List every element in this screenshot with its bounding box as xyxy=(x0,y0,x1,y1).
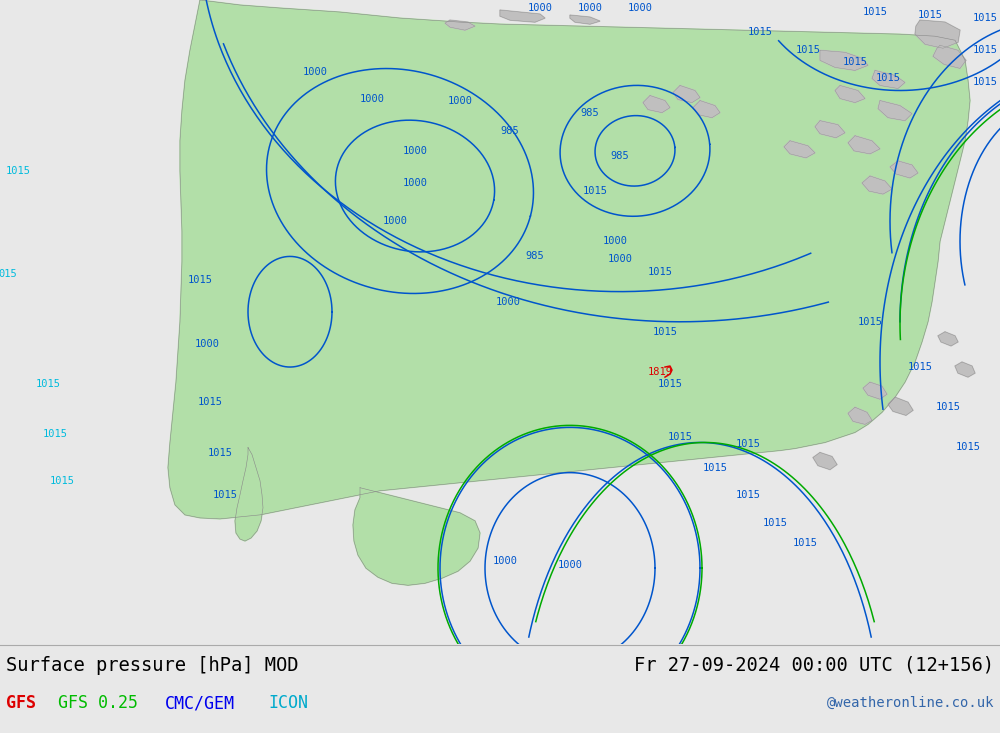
Text: 985: 985 xyxy=(501,126,519,136)
Polygon shape xyxy=(862,176,892,194)
Text: 1015: 1015 xyxy=(936,402,960,412)
Text: 1000: 1000 xyxy=(578,3,602,13)
Polygon shape xyxy=(888,397,913,416)
Text: 1015: 1015 xyxy=(763,518,788,528)
Text: 015: 015 xyxy=(0,268,17,279)
Text: 1015: 1015 xyxy=(736,490,761,500)
Polygon shape xyxy=(815,121,845,138)
Text: 1000: 1000 xyxy=(302,67,328,78)
Text: 1015: 1015 xyxy=(188,275,212,284)
Text: CMC/GEM: CMC/GEM xyxy=(165,694,235,712)
Polygon shape xyxy=(673,86,700,103)
Text: 1000: 1000 xyxy=(602,236,628,246)
Text: 1015: 1015 xyxy=(972,78,998,87)
Text: 1000: 1000 xyxy=(608,254,633,265)
Polygon shape xyxy=(890,161,918,178)
Polygon shape xyxy=(693,100,720,118)
Polygon shape xyxy=(915,20,960,48)
Text: 1015: 1015 xyxy=(792,538,818,548)
Text: 1000: 1000 xyxy=(558,560,582,570)
Text: 1015: 1015 xyxy=(876,73,900,84)
Polygon shape xyxy=(955,362,975,377)
Text: 1015: 1015 xyxy=(50,476,74,486)
Text: @weatheronline.co.uk: @weatheronline.co.uk xyxy=(826,696,994,710)
Text: 1000: 1000 xyxy=(402,178,428,188)
Text: 1015: 1015 xyxy=(748,27,772,37)
Text: 985: 985 xyxy=(611,151,629,161)
Text: 1015: 1015 xyxy=(736,440,761,449)
Polygon shape xyxy=(863,382,887,399)
Polygon shape xyxy=(445,20,475,30)
Text: 1015: 1015 xyxy=(858,317,883,327)
Text: 1000: 1000 xyxy=(528,3,552,13)
Polygon shape xyxy=(848,136,880,154)
Polygon shape xyxy=(848,408,872,424)
Text: 1819: 1819 xyxy=(648,367,672,377)
Text: 1015: 1015 xyxy=(658,379,682,389)
Text: 1000: 1000 xyxy=(402,146,428,156)
Text: 1015: 1015 xyxy=(972,45,998,55)
Polygon shape xyxy=(570,15,600,24)
Text: 1015: 1015 xyxy=(36,379,60,389)
Text: 1015: 1015 xyxy=(908,362,932,372)
Text: Surface pressure [hPa] MOD: Surface pressure [hPa] MOD xyxy=(6,656,298,675)
Text: 1015: 1015 xyxy=(198,397,222,408)
Text: 1015: 1015 xyxy=(918,10,942,20)
Text: 1015: 1015 xyxy=(668,432,692,443)
Polygon shape xyxy=(878,100,912,121)
Text: 1015: 1015 xyxy=(6,166,30,176)
Polygon shape xyxy=(938,332,958,346)
Polygon shape xyxy=(784,141,815,158)
Text: 1000: 1000 xyxy=(628,3,652,13)
Polygon shape xyxy=(168,0,970,519)
Text: GFS: GFS xyxy=(6,694,36,712)
Text: 985: 985 xyxy=(526,251,544,262)
Text: 1015: 1015 xyxy=(212,490,238,500)
Text: 1015: 1015 xyxy=(208,448,232,457)
Text: Fr 27-09-2024 00:00 UTC (12+156): Fr 27-09-2024 00:00 UTC (12+156) xyxy=(634,656,994,675)
Text: 1015: 1015 xyxy=(796,45,820,55)
Text: 985: 985 xyxy=(581,108,599,117)
Text: 1015: 1015 xyxy=(972,13,998,23)
Text: 1000: 1000 xyxy=(194,339,220,349)
Text: 1015: 1015 xyxy=(582,186,608,196)
Polygon shape xyxy=(933,45,966,68)
Polygon shape xyxy=(835,86,865,103)
Polygon shape xyxy=(872,70,905,89)
Text: 1000: 1000 xyxy=(496,297,520,306)
Polygon shape xyxy=(820,51,868,70)
Text: ICON: ICON xyxy=(268,694,308,712)
Text: 1015: 1015 xyxy=(648,267,672,276)
Polygon shape xyxy=(813,452,837,470)
Text: 1015: 1015 xyxy=(862,7,888,17)
Text: GFS 0.25: GFS 0.25 xyxy=(58,694,138,712)
Text: 1015: 1015 xyxy=(956,443,980,452)
Text: 1015: 1015 xyxy=(702,463,728,473)
Text: 1015: 1015 xyxy=(42,430,68,439)
Text: 1000: 1000 xyxy=(492,556,518,566)
Polygon shape xyxy=(643,95,670,113)
Text: 1015: 1015 xyxy=(842,57,868,67)
Text: 1000: 1000 xyxy=(382,216,408,226)
Polygon shape xyxy=(353,487,480,585)
Text: 1000: 1000 xyxy=(360,94,384,103)
Polygon shape xyxy=(500,10,545,22)
Polygon shape xyxy=(235,447,263,541)
Text: 1015: 1015 xyxy=(652,327,678,337)
Text: 1000: 1000 xyxy=(448,95,473,106)
